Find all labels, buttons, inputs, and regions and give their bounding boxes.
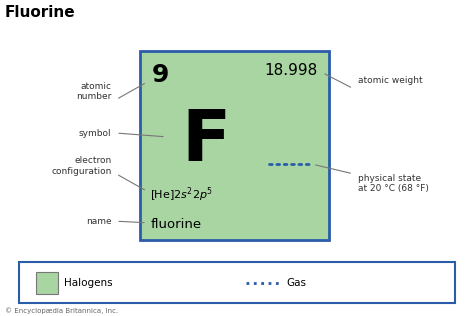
Text: F: F: [182, 107, 231, 176]
Text: electron
configuration: electron configuration: [51, 156, 111, 176]
FancyBboxPatch shape: [19, 262, 455, 303]
Text: fluorine: fluorine: [150, 218, 201, 231]
Text: 9: 9: [152, 63, 169, 87]
Text: Gas: Gas: [287, 278, 307, 288]
Text: © Encyclopædia Britannica, Inc.: © Encyclopædia Britannica, Inc.: [5, 308, 118, 314]
Text: 18.998: 18.998: [264, 63, 318, 78]
FancyBboxPatch shape: [140, 51, 329, 240]
Text: name: name: [86, 217, 111, 226]
Text: [He]2$s^2$2$p^5$: [He]2$s^2$2$p^5$: [150, 185, 213, 204]
Text: atomic
number: atomic number: [76, 82, 111, 101]
Bar: [36, 271, 58, 294]
Text: atomic weight: atomic weight: [358, 76, 422, 85]
Text: Fluorine: Fluorine: [5, 5, 75, 20]
Text: Halogens: Halogens: [64, 278, 113, 288]
Text: physical state
at 20 °C (68 °F): physical state at 20 °C (68 °F): [358, 173, 429, 193]
Text: symbol: symbol: [79, 129, 111, 137]
